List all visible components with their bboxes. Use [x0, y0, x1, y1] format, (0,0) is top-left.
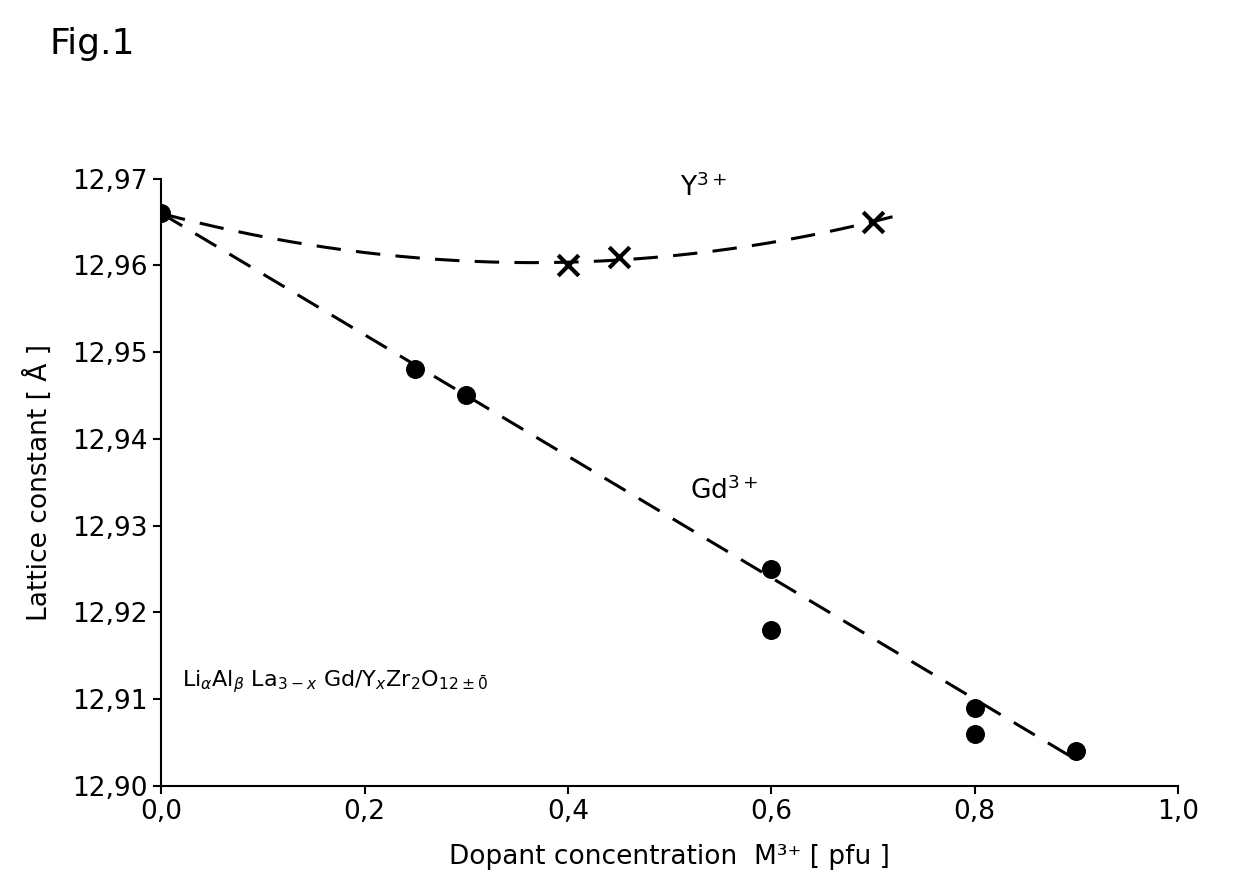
Text: Fig.1: Fig.1: [50, 27, 135, 61]
Point: [761, 622, 781, 637]
Y-axis label: Lattice constant [ Å ]: Lattice constant [ Å ]: [24, 344, 53, 621]
X-axis label: Dopant concentration  M³⁺ [ pfu ]: Dopant concentration M³⁺ [ pfu ]: [449, 845, 890, 871]
Point: [965, 701, 985, 715]
Text: Y$^{3+}$: Y$^{3+}$: [680, 173, 727, 202]
Point: [761, 562, 781, 576]
Point: [405, 363, 425, 377]
Point: [965, 727, 985, 741]
Point: [151, 206, 171, 221]
Text: Li$_{\alpha}$Al$_{\beta}$ La$_{3-x}$ Gd/Y$_x$Zr$_2$O$_{12\pm\bar{0}}$: Li$_{\alpha}$Al$_{\beta}$ La$_{3-x}$ Gd/…: [181, 668, 487, 695]
Text: Gd$^{3+}$: Gd$^{3+}$: [689, 477, 759, 505]
Point: [558, 258, 578, 272]
Point: [456, 388, 476, 403]
Point: [1066, 744, 1086, 758]
Point: [863, 215, 883, 230]
Point: [609, 249, 629, 263]
